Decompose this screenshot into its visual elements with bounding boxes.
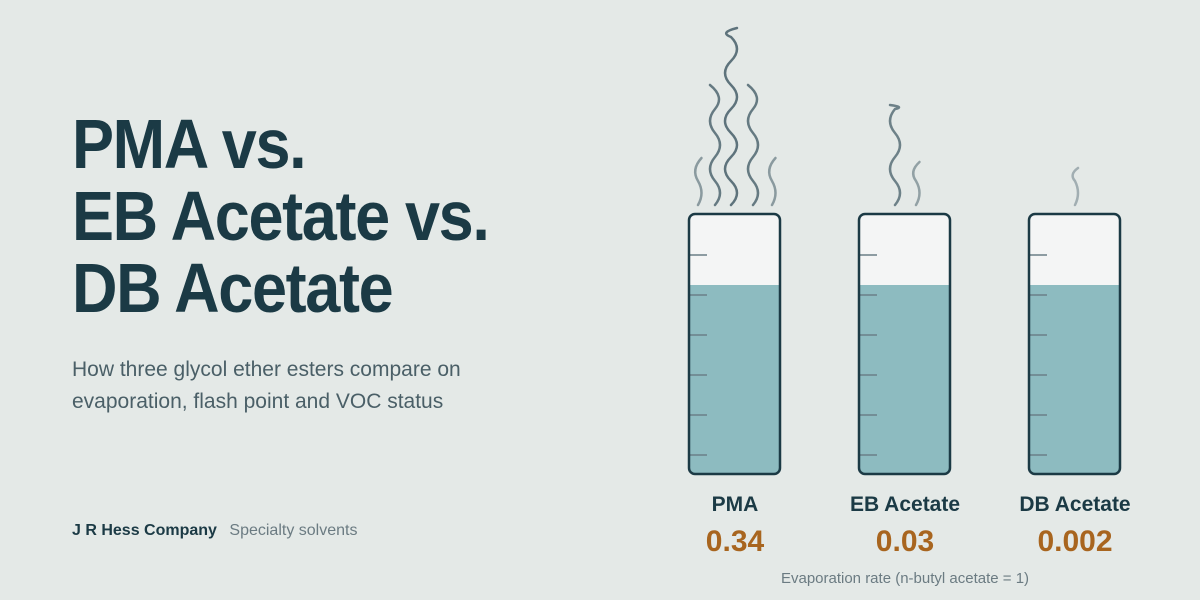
evaporation-caption: Evaporation rate (n-butyl acetate = 1) [781,570,1029,587]
footer: J R Hess Company Specialty solvents [72,522,357,540]
cylinder-eb-acetate: EB Acetate 0.03 [850,212,960,558]
cylinder-ticks-eb-acetate [860,254,877,456]
vapor-wisp [746,83,760,207]
company-name: J R Hess Company [72,522,217,539]
subtitle-line-2: evaporation, flash point and VOC status [72,390,444,413]
title-line-1: PMA vs. [72,105,307,183]
cylinder-label-db-acetate: DB Acetate [1019,493,1130,516]
cylinder-liquid-db-acetate [1030,285,1119,473]
cylinder-value-pma: 0.34 [706,525,765,558]
cylinder-value-db-acetate: 0.002 [1037,525,1112,558]
vapor-layer [693,26,1080,207]
cylinder-outline-pma [687,212,782,476]
cylinder-pma: PMA 0.34 [687,212,782,558]
cylinder-label-eb-acetate: EB Acetate [850,493,960,516]
cylinder-outline-db-acetate [1027,212,1122,476]
cylinder-value-eb-acetate: 0.03 [876,525,934,558]
cylinder-db-acetate: DB Acetate 0.002 [1019,212,1131,558]
cylinder-ticks-pma [690,254,707,456]
cylinder-outline-eb-acetate [857,212,952,476]
vapor-wisp [888,103,902,207]
cylinder-liquid-eb-acetate [860,285,949,473]
subtitle: How three glycol ether esters compare on… [72,354,532,418]
vapor-wisp [693,156,703,207]
vapor-wisp [708,83,722,207]
vapor-wisp [1071,166,1080,207]
page-title: PMA vs. EB Acetate vs. DB Acetate [72,105,490,327]
cylinder-liquid-pma [690,285,779,473]
company-tagline: Specialty solvents [229,522,358,539]
cylinder-ticks-db-acetate [1030,254,1047,456]
vapor-wisp [911,160,921,207]
title-line-2: EB Acetate vs. [72,177,490,255]
subtitle-line-1: How three glycol ether esters compare on [72,358,461,381]
cylinder-label-pma: PMA [712,493,759,516]
vapor-wisp [723,26,739,207]
title-line-3: DB Acetate [72,249,394,327]
vapor-wisp [767,156,777,207]
